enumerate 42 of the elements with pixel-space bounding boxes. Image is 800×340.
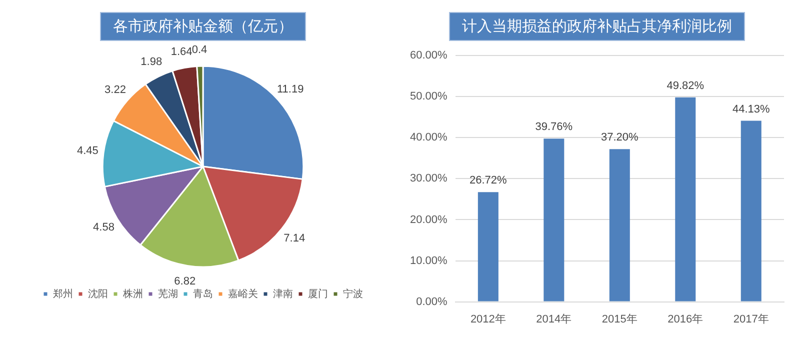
legend-label: 株洲 — [122, 288, 143, 300]
data-label: 1.64 — [170, 46, 192, 58]
data-label: 4.45 — [76, 144, 98, 157]
data-label: 6.82 — [174, 276, 196, 288]
x-tick-label: 2014年 — [536, 313, 572, 326]
bar — [544, 138, 564, 302]
bar — [675, 97, 696, 302]
data-label: 0.4 — [192, 44, 208, 56]
legend-label: 宁波 — [343, 288, 363, 300]
x-tick-label: 2017年 — [733, 313, 769, 326]
legend-label: 津南 — [273, 288, 293, 300]
bar — [609, 149, 630, 302]
x-tick-label: 2016年 — [668, 313, 704, 326]
data-label: 26.72% — [470, 174, 508, 187]
legend-label: 嘉峪关 — [228, 288, 258, 300]
data-label: 11.19 — [276, 84, 304, 96]
y-tick-label: 10.00% — [410, 254, 448, 267]
legend-label: 厦门 — [308, 288, 328, 300]
y-tick-label: 0.00% — [416, 296, 448, 308]
y-tick-label: 60.00% — [410, 50, 448, 62]
data-label: 39.76% — [535, 121, 573, 134]
data-label: 7.14 — [284, 232, 306, 245]
y-tick-label: 50.00% — [410, 90, 448, 103]
data-label: 4.58 — [93, 221, 114, 234]
y-tick-label: 30.00% — [410, 172, 448, 185]
bar — [740, 120, 762, 302]
chart-title: 计入当期损益的政府补贴占其净利润比例 — [449, 12, 745, 41]
chart-title: 各市政府补贴金额（亿元） — [100, 12, 306, 41]
legend-label: 郑州 — [53, 288, 73, 300]
data-label: 3.22 — [104, 84, 126, 96]
data-label: 44.13% — [732, 103, 770, 116]
y-tick-label: 40.00% — [410, 132, 448, 144]
legend-label: 芜湖 — [158, 288, 178, 300]
x-tick-label: 2015年 — [602, 313, 638, 326]
x-tick-label: 2012年 — [470, 313, 506, 326]
data-label: 37.20% — [601, 132, 639, 144]
data-label: 1.98 — [140, 56, 162, 68]
data-label: 49.82% — [666, 80, 704, 92]
y-tick-label: 20.00% — [410, 214, 448, 226]
legend-label: 青岛 — [193, 288, 213, 300]
legend-label: 沈阳 — [88, 288, 108, 300]
bar — [478, 192, 498, 302]
